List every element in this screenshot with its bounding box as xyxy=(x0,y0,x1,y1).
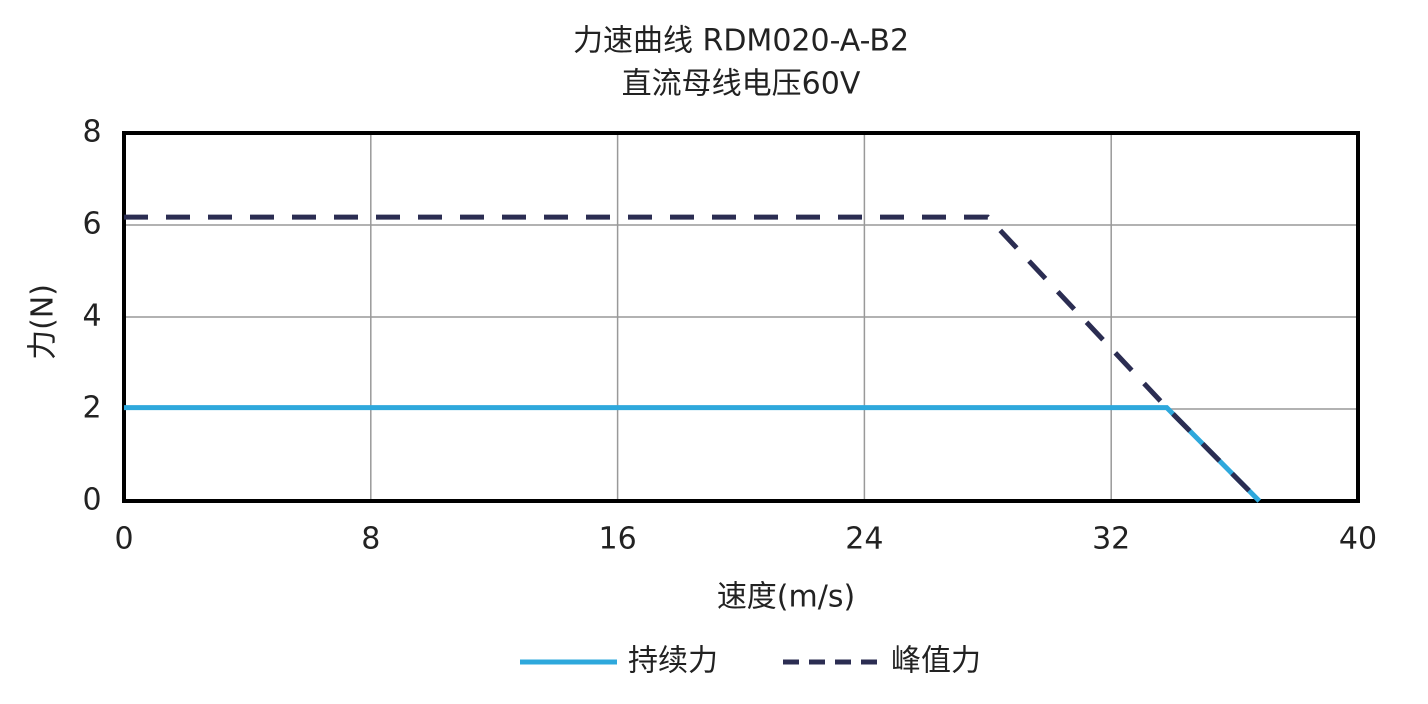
y-tick-label: 0 xyxy=(82,483,101,518)
x-tick-label: 32 xyxy=(1092,522,1130,557)
y-tick-label: 2 xyxy=(82,391,101,426)
y-tick-label: 8 xyxy=(82,115,101,150)
x-tick-label: 16 xyxy=(599,522,637,557)
chart-subtitle: 直流母线电压60V xyxy=(622,67,861,102)
chart-title: 力速曲线 RDM020-A-B2 xyxy=(573,24,909,59)
legend-label: 持续力 xyxy=(628,644,718,679)
y-tick-label: 4 xyxy=(82,299,101,334)
x-tick-label: 8 xyxy=(361,522,380,557)
x-tick-label: 24 xyxy=(845,522,883,557)
series-line xyxy=(124,214,1262,503)
x-axis-label: 速度(m/s) xyxy=(717,580,855,615)
y-tick-label: 6 xyxy=(82,207,101,242)
x-tick-label: 40 xyxy=(1339,522,1377,557)
x-tick-label: 0 xyxy=(114,522,133,557)
series-line xyxy=(124,405,1262,503)
legend-label: 峰值力 xyxy=(891,644,981,679)
plot-frame xyxy=(122,131,1360,503)
y-axis-label: 力(N) xyxy=(26,284,61,360)
